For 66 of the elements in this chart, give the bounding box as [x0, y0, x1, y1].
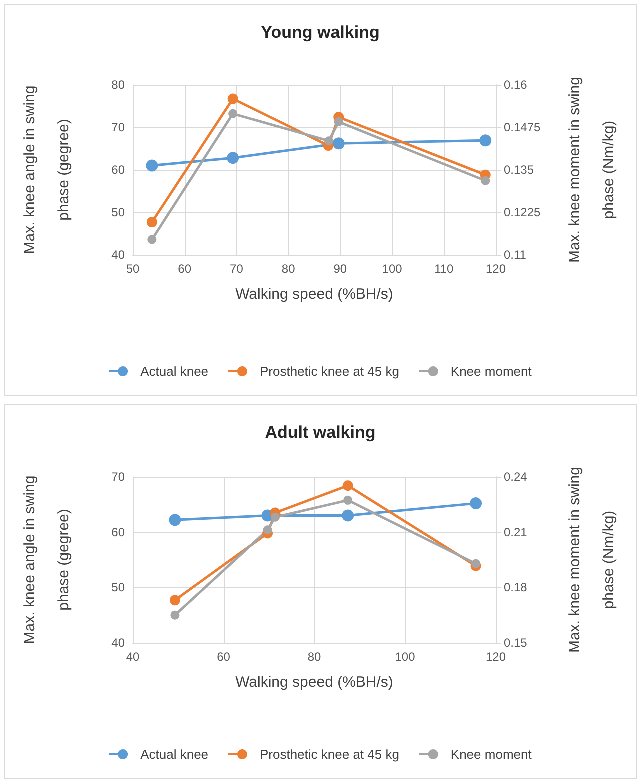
x-tick-label: 40: [126, 650, 140, 664]
y2-tick-label: 0.24: [504, 470, 528, 484]
legend-label: Actual knee: [140, 364, 209, 379]
point: [170, 610, 180, 620]
point: [148, 235, 157, 244]
x-axis-title: Walking speed (%BH/s): [236, 674, 394, 691]
point: [170, 595, 180, 606]
point: [169, 514, 182, 526]
point: [228, 94, 238, 104]
x-tick-label: 70: [230, 262, 244, 276]
point: [481, 176, 490, 186]
y2-tick-label: 0.1225: [504, 206, 542, 220]
point: [472, 559, 481, 568]
y2-tick-label: 0.11: [504, 248, 527, 262]
y2-tick-label: 0.21: [504, 525, 528, 540]
x-axis-title: Walking speed (%BH/s): [236, 286, 394, 303]
y2-tick-label: 0.16: [504, 78, 528, 92]
chart-title: Young walking: [261, 23, 380, 42]
point: [228, 109, 238, 118]
y-axis-title: Max. knee angle in swing phase (gegree): [22, 86, 72, 254]
y-tick-label: 60: [112, 163, 126, 177]
point: [263, 526, 272, 535]
legend-label: Prosthetic knee at 45 kg: [260, 747, 400, 762]
x-tick-label: 100: [382, 262, 403, 276]
point: [227, 152, 240, 164]
x-tick-label: 60: [217, 650, 231, 664]
x-tick-label: 90: [334, 262, 348, 276]
x-tick-label: 120: [486, 650, 506, 664]
y-tick-label: 60: [112, 525, 126, 540]
y2-axis-title: Max. knee moment in swing phase (Nm/kg): [566, 77, 618, 263]
x-tick-label: 60: [178, 262, 192, 276]
point: [342, 480, 354, 492]
y2-tick-label: 0.15: [504, 636, 528, 650]
y2-axis-title: Max. knee moment in swing phase (Nm/kg): [566, 467, 618, 653]
legend-label: Actual knee: [140, 747, 209, 762]
y-axis-title: Max. knee angle in swing phase (gegree): [22, 476, 72, 644]
y-tick-label: 50: [112, 206, 126, 220]
x-tick-label: 120: [486, 262, 506, 276]
point: [344, 496, 353, 505]
point: [480, 134, 492, 147]
y-tick-label: 40: [112, 636, 126, 650]
y2-tick-label: 0.18: [504, 580, 528, 595]
x-tick-label: 100: [395, 650, 416, 664]
legend-label: Knee moment: [450, 364, 532, 379]
x-tick-label: 50: [126, 262, 140, 276]
x-tick-label: 80: [282, 262, 296, 276]
x-tick-label: 80: [308, 650, 322, 664]
point: [470, 498, 482, 510]
point: [332, 138, 345, 150]
point: [342, 510, 354, 522]
chart-title: Adult walking: [265, 423, 376, 442]
y2-tick-label: 0.135: [504, 163, 534, 177]
y-tick-label: 70: [112, 470, 126, 484]
y2-tick-label: 0.1475: [504, 120, 542, 134]
point: [270, 512, 280, 522]
y-tick-label: 70: [112, 120, 126, 134]
point: [146, 160, 158, 172]
y-tick-label: 50: [112, 580, 126, 595]
legend-label: Prosthetic knee at 45 kg: [260, 364, 400, 379]
point: [324, 136, 334, 146]
y-tick-label: 40: [112, 248, 126, 262]
y-tick-label: 80: [112, 78, 126, 92]
legend-label: Knee moment: [450, 747, 532, 762]
x-tick-label: 110: [434, 262, 454, 276]
point: [146, 217, 158, 228]
point: [334, 118, 344, 127]
